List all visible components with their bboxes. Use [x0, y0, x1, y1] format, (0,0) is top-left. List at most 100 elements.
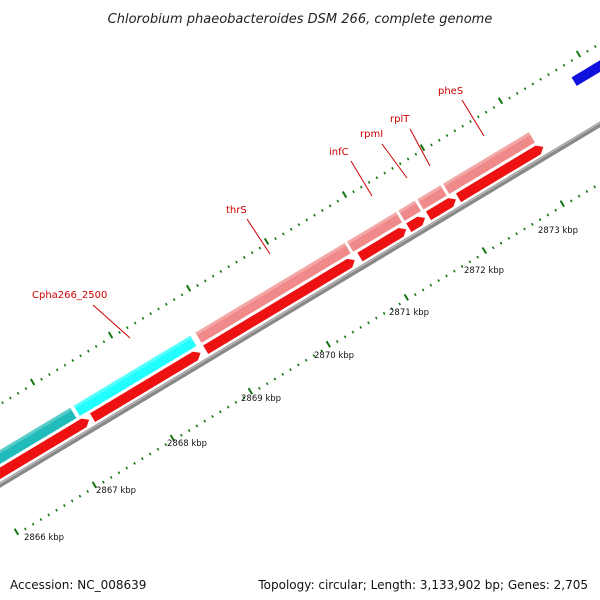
inner-tick-45 [367, 321, 370, 325]
outer-tick-29 [180, 293, 184, 297]
outer-tick-20 [107, 331, 114, 339]
map-title: Chlorobium phaeobacteroides DSM 266, com… [108, 12, 493, 27]
outer-tick-35 [227, 265, 231, 269]
outer-tick-8 [16, 391, 20, 395]
gene-label-phes[interactable]: pheS [438, 86, 463, 97]
outer-tick-34 [219, 269, 223, 273]
inner-tick-32 [265, 382, 269, 386]
outer-tick-61 [430, 143, 433, 147]
forward-gene-rpmi-bevel [398, 200, 417, 214]
outer-tick-52 [359, 185, 363, 189]
outer-tick-9 [24, 387, 28, 391]
inner-tick-68 [546, 213, 550, 217]
inner-tick-11 [102, 480, 105, 484]
outer-tick-13 [55, 368, 59, 372]
outer-tick-11 [40, 377, 43, 381]
outer-tick-24 [141, 316, 145, 320]
inner-tick-64 [515, 232, 519, 236]
outer-tick-27 [165, 302, 168, 306]
outer-tick-69 [492, 105, 496, 109]
inner-tick-42 [343, 335, 347, 339]
outer-tick-77 [554, 68, 558, 72]
inner-tick-7 [70, 499, 74, 503]
reverse-gene-2 [89, 351, 201, 423]
outer-tick-37 [242, 255, 246, 259]
outer-tick-18 [94, 344, 98, 348]
inner-tick-47 [382, 311, 386, 315]
inner-tick-27 [226, 405, 230, 409]
forward-gene-thrs [195, 242, 351, 343]
inner-tick-24 [203, 419, 207, 423]
outer-tick-63 [445, 134, 449, 138]
inner-tick-15 [133, 461, 136, 465]
outer-tick-60 [419, 144, 426, 152]
outer-tick-56 [391, 166, 394, 170]
outer-tick-28 [172, 298, 176, 302]
outer-tick-53 [367, 180, 371, 184]
tick-label-2866: 2866 kbp [24, 533, 64, 543]
gene-features [0, 60, 600, 480]
inner-tick-26 [219, 410, 222, 414]
inner-tick-0 [13, 528, 20, 536]
inner-tick-36 [296, 363, 300, 367]
inner-tick-track [13, 185, 596, 536]
inner-tick-69 [554, 208, 558, 212]
outer-tick-10 [29, 378, 36, 386]
forward-gene-rplt-bevel [417, 185, 443, 202]
reverse-gene-6 [425, 198, 456, 221]
outer-tick-46 [313, 213, 316, 217]
outer-tick-23 [133, 321, 137, 325]
outer-tick-48 [328, 204, 332, 208]
reverse-gene-5 [406, 216, 426, 232]
inner-tick-23 [195, 424, 199, 428]
inner-tick-22 [187, 429, 191, 433]
outer-tick-17 [87, 349, 90, 353]
backbone-highlight [0, 122, 600, 485]
gene-label-thrs[interactable]: thrS [226, 205, 247, 216]
inner-tick-56 [452, 269, 456, 273]
outer-tick-7 [9, 396, 12, 400]
inner-tick-13 [117, 471, 121, 475]
forward-gene-cyan-bevel [73, 335, 192, 409]
tick-label-2873: 2873 kbp [538, 226, 578, 236]
inner-tick-57 [460, 265, 464, 268]
gene-label-rpmi[interactable]: rpmI [360, 129, 383, 140]
accession-text: Accession: NC_008639 [10, 578, 147, 592]
gene-label-infc[interactable]: infC [329, 147, 349, 158]
outer-tick-50 [341, 191, 348, 199]
inner-tick-72 [577, 194, 581, 198]
inner-tick-3 [39, 518, 43, 522]
inner-tick-14 [125, 466, 129, 470]
forward-gene-infc [347, 212, 403, 252]
outer-tick-16 [79, 354, 82, 358]
outer-tick-39 [258, 246, 262, 250]
outer-tick-19 [102, 340, 106, 344]
inner-tick-66 [530, 222, 534, 226]
tick-label-2868: 2868 kbp [167, 439, 207, 449]
leader-line-0 [92, 304, 131, 339]
inner-tick-21 [180, 433, 183, 437]
inner-tick-33 [273, 377, 277, 381]
outer-tick-67 [476, 115, 480, 119]
outer-tick-65 [461, 124, 465, 128]
inner-tick-41 [335, 340, 339, 343]
inner-tick-58 [468, 260, 472, 264]
inner-tick-37 [304, 358, 308, 362]
reverse-gene-7 [455, 145, 544, 203]
reverse-gene-1 [0, 418, 90, 480]
gene-label-rplt[interactable]: rplT [390, 114, 410, 125]
outer-tick-44 [297, 223, 301, 227]
outer-tick-40 [263, 237, 270, 245]
forward-gene-phes-bevel [443, 132, 531, 187]
outer-tick-76 [547, 73, 550, 77]
inner-tick-40 [325, 340, 332, 348]
inner-tick-9 [86, 489, 90, 493]
outer-tick-82 [593, 45, 597, 48]
forward-gene-cyan [73, 335, 197, 417]
outer-tick-25 [149, 312, 153, 316]
inner-tick-30 [247, 387, 254, 395]
forward-gene-rplt [417, 185, 447, 210]
gene-label-cpha266-2500[interactable]: Cpha266_2500 [32, 290, 107, 301]
forward-gene-rpmi [398, 200, 421, 221]
